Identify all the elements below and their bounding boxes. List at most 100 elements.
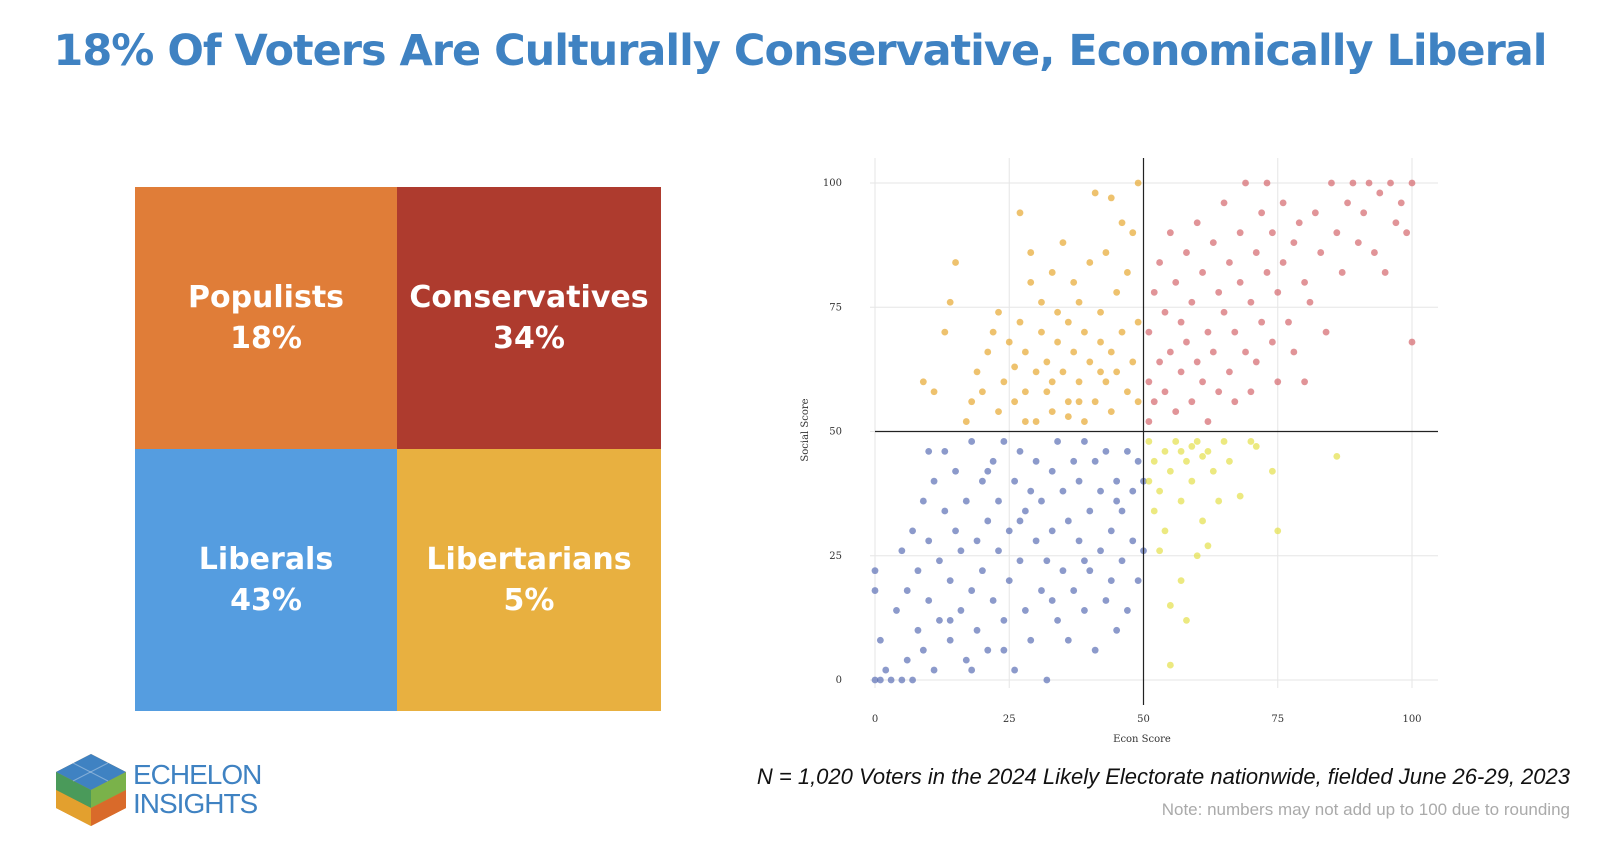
data-point — [1188, 298, 1196, 306]
data-point — [1134, 318, 1142, 326]
data-point — [1231, 398, 1239, 406]
data-point — [1220, 438, 1228, 445]
data-point — [1027, 636, 1035, 644]
data-point — [1199, 517, 1206, 525]
data-point — [1123, 607, 1131, 614]
data-point — [1226, 368, 1233, 376]
data-point — [1011, 398, 1019, 406]
data-point — [1252, 358, 1260, 366]
data-point — [1333, 229, 1341, 237]
data-point — [1252, 443, 1260, 450]
data-point — [1059, 368, 1067, 376]
data-point — [1183, 338, 1190, 346]
data-point — [898, 547, 906, 555]
data-point — [1274, 527, 1282, 535]
data-point — [989, 457, 997, 465]
data-point — [919, 497, 927, 505]
data-point — [1113, 368, 1121, 376]
data-point — [1376, 189, 1384, 197]
data-point — [1048, 408, 1056, 416]
data-point — [1193, 219, 1201, 227]
data-point — [1301, 279, 1308, 286]
data-point — [919, 378, 927, 386]
data-point — [1268, 338, 1276, 346]
data-point — [1075, 477, 1083, 485]
quadrant-label: Liberals — [198, 542, 334, 577]
data-point — [1123, 447, 1131, 455]
y-tick-label: 100 — [823, 178, 842, 189]
data-point — [989, 597, 997, 604]
data-point — [1328, 179, 1335, 187]
data-point — [952, 467, 959, 475]
data-point — [1048, 597, 1056, 604]
quadrant-conservatives: Conservatives 34% — [397, 187, 661, 449]
data-point — [1290, 239, 1298, 247]
data-point — [1123, 269, 1131, 276]
data-point — [1199, 452, 1206, 460]
data-point — [871, 567, 879, 575]
data-point — [1064, 413, 1072, 420]
data-point — [1247, 388, 1255, 396]
quadrant-populists: Populists 18% — [135, 187, 397, 449]
data-point — [1016, 318, 1024, 326]
data-point — [1075, 378, 1083, 386]
data-point — [1199, 378, 1206, 386]
data-point — [1016, 209, 1024, 217]
quadrant-label: Libertarians — [426, 542, 632, 577]
data-point — [1387, 179, 1394, 187]
data-point — [1392, 219, 1400, 227]
x-axis-label: Econ Score — [1113, 734, 1171, 745]
data-point — [946, 636, 954, 644]
chart-gridlines — [870, 158, 1438, 688]
data-point — [1054, 338, 1061, 346]
data-point — [952, 259, 959, 266]
data-point — [1005, 577, 1013, 584]
data-point — [957, 547, 965, 555]
data-point — [1204, 418, 1212, 425]
data-point — [962, 656, 970, 664]
data-point — [1156, 547, 1164, 555]
data-point — [1226, 259, 1233, 266]
data-point — [925, 447, 933, 455]
data-point — [1075, 398, 1083, 406]
data-point — [1371, 249, 1378, 256]
quadrant-percent: 43% — [230, 583, 302, 618]
data-point — [1038, 587, 1045, 594]
data-point — [936, 616, 943, 624]
data-point — [1360, 209, 1368, 217]
data-point — [1204, 328, 1212, 336]
data-point — [1306, 298, 1314, 306]
data-point — [1027, 487, 1035, 495]
data-point — [1161, 388, 1169, 396]
y-tick-label: 75 — [829, 302, 842, 313]
data-point — [1209, 239, 1217, 247]
data-point — [1000, 438, 1008, 445]
data-point — [1161, 308, 1169, 316]
data-point — [1097, 338, 1104, 346]
data-point — [1075, 537, 1083, 545]
page-title: 18% Of Voters Are Culturally Conservativ… — [53, 26, 1547, 76]
data-point — [1113, 477, 1121, 485]
data-point — [1086, 358, 1094, 366]
data-point — [1123, 388, 1131, 396]
data-point — [1215, 497, 1223, 505]
data-point — [968, 438, 976, 445]
data-point — [914, 626, 922, 634]
data-point — [1059, 239, 1067, 247]
data-point — [941, 507, 949, 515]
data-point — [1242, 348, 1249, 356]
data-point — [882, 666, 890, 674]
data-point — [1091, 646, 1099, 654]
data-point — [1102, 249, 1110, 256]
data-point — [946, 577, 954, 584]
data-point — [1188, 398, 1196, 406]
data-point — [1054, 308, 1061, 316]
data-point — [962, 497, 970, 505]
data-point — [1145, 328, 1153, 336]
data-point — [876, 636, 884, 644]
data-point — [1322, 328, 1330, 336]
data-point — [1156, 487, 1164, 495]
data-point — [1145, 378, 1153, 386]
data-point — [1134, 398, 1142, 406]
data-point — [1081, 607, 1088, 614]
